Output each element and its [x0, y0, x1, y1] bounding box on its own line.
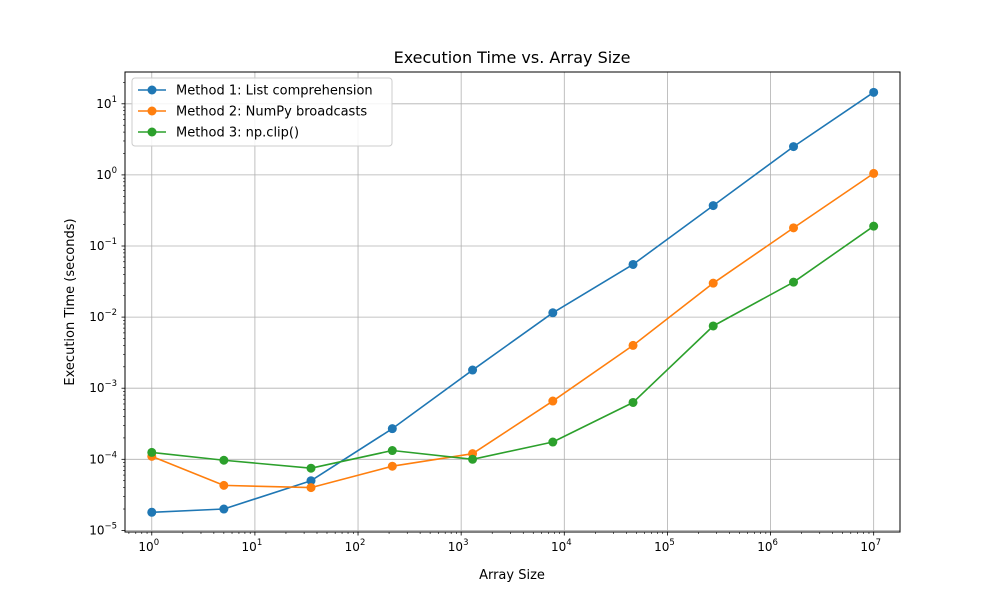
data-point-method-2: [219, 480, 229, 490]
y-tick-label: 10−4: [89, 450, 117, 466]
data-point-method-3: [147, 447, 157, 457]
x-tick-labels: 100 101 102 103 104 105 106 107: [138, 538, 881, 554]
legend-marker-method-3: [147, 127, 157, 137]
data-point-method-2: [387, 461, 397, 471]
data-point-method-3: [548, 437, 558, 447]
data-point-method-1: [548, 308, 558, 318]
y-tick-label: 10−2: [89, 308, 117, 324]
legend-box: [131, 77, 393, 147]
series-line-method-2: [151, 172, 875, 489]
legend-marker-method-1: [147, 85, 157, 95]
x-axis-title: Array Size: [479, 568, 545, 583]
data-point-method-1: [387, 424, 397, 434]
chart-title: Execution Time vs. Array Size: [394, 48, 631, 67]
data-point-method-2: [708, 278, 718, 288]
data-point-method-3: [708, 321, 718, 331]
legend: Method 1: List comprehension Method 2: Nu…: [131, 77, 393, 147]
data-point-method-1: [147, 507, 157, 517]
data-point-method-1: [708, 201, 718, 211]
data-point-method-1: [306, 476, 316, 486]
data-point-method-1: [789, 142, 799, 152]
y-tick-label: 10−1: [89, 237, 117, 253]
data-point-method-3: [387, 446, 397, 456]
grid-lines: [125, 72, 900, 532]
data-point-method-3: [789, 277, 799, 287]
data-point-method-2: [789, 223, 799, 233]
series-layer: [147, 87, 879, 517]
data-point-method-2: [869, 168, 879, 178]
y-tick-label: 10−3: [89, 379, 117, 395]
legend-label-method-3: Method 3: np.clip(): [176, 126, 299, 141]
data-point-method-3: [468, 454, 478, 464]
y-tick-label: 100: [96, 166, 117, 182]
series-line-method-1: [151, 91, 875, 514]
data-point-method-1: [628, 259, 638, 269]
legend-label-method-1: Method 1: List comprehension: [176, 84, 373, 99]
major-ticks: [121, 103, 875, 536]
data-point-method-2: [548, 396, 558, 406]
x-tick-label: 102: [345, 538, 366, 554]
data-point-method-1: [869, 87, 879, 97]
y-tick-label: 101: [96, 95, 117, 111]
data-point-method-3: [869, 221, 879, 231]
data-point-method-3: [628, 397, 638, 407]
x-tick-label: 101: [242, 538, 263, 554]
y-tick-labels: 10−5 10−4 10−3 10−2 10−1 100 101: [89, 95, 117, 538]
legend-label-method-2: Method 2: NumPy broadcasts: [176, 105, 367, 120]
data-point-method-2: [306, 483, 316, 493]
data-point-method-3: [219, 455, 229, 465]
data-point-method-1: [219, 504, 229, 514]
x-tick-label: 100: [138, 538, 159, 554]
legend-marker-method-2: [147, 106, 157, 116]
data-point-method-2: [628, 340, 638, 350]
x-tick-label: 103: [448, 538, 469, 554]
data-point-method-1: [468, 365, 478, 375]
y-tick-label: 10−5: [89, 521, 117, 537]
data-point-method-3: [306, 463, 316, 473]
series-line-method-3: [151, 225, 875, 470]
x-tick-label: 106: [757, 538, 778, 554]
x-tick-label: 107: [860, 538, 881, 554]
x-tick-label: 105: [654, 538, 675, 554]
x-tick-label: 104: [551, 538, 572, 554]
y-axis-title: Execution Time (seconds): [63, 218, 78, 385]
plot-frame: [124, 71, 901, 533]
